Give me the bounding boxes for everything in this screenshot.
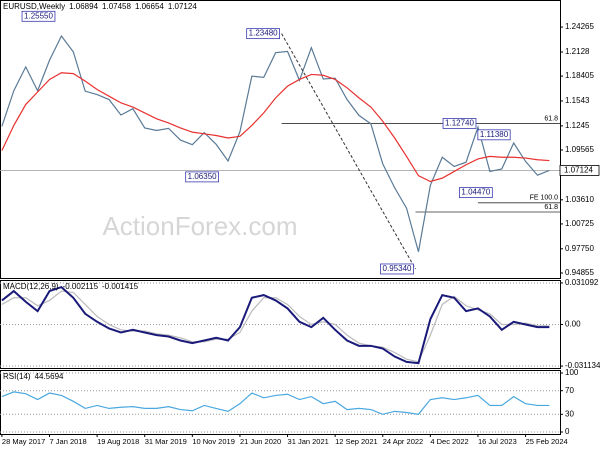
- watermark: ActionForex.com: [102, 211, 297, 241]
- series-line: [1, 72, 550, 183]
- pivot-box: [477, 129, 511, 141]
- x-tick-label: 25 Feb 2024: [526, 437, 568, 446]
- pivot-box: [459, 187, 493, 199]
- y-tick-label: 0.031092: [565, 278, 599, 287]
- y-tick-label: 70: [565, 386, 574, 395]
- pivot-box: [380, 263, 414, 275]
- pivot-box: [185, 171, 219, 183]
- x-tick-label: 4 Dec 2022: [430, 437, 468, 446]
- y-tick-label: 1.2128: [565, 47, 590, 56]
- y-tick-label: 1.18405: [565, 71, 594, 80]
- pivot-box: [442, 118, 477, 129]
- pivot-box: [246, 28, 280, 40]
- series-line: [1, 290, 550, 363]
- panel-frame: [0, 370, 561, 435]
- panel-title: EURUSD,Weekly 1.06894 1.07458 1.06654 1.0712…: [3, 2, 197, 11]
- y-tick-label: 1.00725: [565, 219, 594, 228]
- pivot-label: 1.04470: [461, 188, 490, 197]
- pivot-box: [21, 10, 56, 22]
- level-label: 61.8: [544, 204, 558, 211]
- title-value: 1.07124: [168, 2, 197, 11]
- y-tick-label: 100: [565, 368, 579, 377]
- title-text: EURUSD,Weekly: [3, 2, 65, 11]
- y-tick-label: 1.09565: [565, 145, 594, 154]
- y-tick-label: 1.03610: [565, 195, 594, 204]
- x-tick-label: 10 Nov 2019: [192, 437, 235, 446]
- projection-line: [281, 33, 416, 270]
- x-tick-label: 7 Jan 2018: [50, 437, 87, 446]
- title-value: -0.002115: [63, 282, 99, 291]
- title-text: MACD(12,26,9): [3, 282, 59, 291]
- title-value: 1.07458: [102, 2, 131, 11]
- panel-frame: [0, 0, 561, 279]
- y-tick-label: 1.1543: [565, 96, 590, 105]
- x-tick-label: 12 Sep 2021: [335, 437, 378, 446]
- series-line: [1, 285, 550, 365]
- level-label: FE 100.0: [530, 195, 559, 202]
- y-tick-label: -0.031134: [565, 361, 600, 370]
- y-tick-label: 0.94855: [565, 268, 594, 277]
- last-price-box: [559, 165, 600, 176]
- panel-title: RSI(14) 44.5694: [3, 372, 64, 381]
- y-tick-label: 0: [565, 427, 570, 436]
- y-tick-label: 1.1245: [565, 121, 590, 130]
- title-text: RSI(14): [3, 372, 31, 381]
- pivot-label: 1.06350: [188, 172, 217, 181]
- level-label: 61.8: [544, 115, 558, 122]
- x-tick-label: 21 Jun 2020: [240, 437, 281, 446]
- pivot-label: 1.12740: [445, 119, 474, 128]
- x-tick-label: 31 Mar 2019: [145, 437, 187, 446]
- y-tick-label: 0.00: [565, 320, 581, 329]
- pivot-label: 1.25550: [24, 11, 53, 20]
- pivot-label: 0.95340: [383, 264, 412, 273]
- x-tick-label: 28 May 2017: [2, 437, 45, 446]
- y-tick-label: 30: [565, 409, 574, 418]
- title-value: 1.06654: [135, 2, 164, 11]
- last-price-label: 1.07124: [564, 166, 593, 175]
- pivot-label: 1.23480: [249, 29, 278, 38]
- x-tick-label: 16 Jul 2023: [478, 437, 517, 446]
- x-tick-label: 24 Apr 2022: [383, 437, 423, 446]
- y-tick-label: 1.24265: [565, 22, 594, 31]
- title-value: 44.5694: [35, 372, 64, 381]
- x-tick-label: 19 Aug 2018: [97, 437, 139, 446]
- title-value: -0.001415: [102, 282, 139, 291]
- x-tick-label: 31 Jan 2021: [288, 437, 329, 446]
- title-value: 1.06894: [69, 2, 98, 11]
- y-tick-label: 0.97750: [565, 244, 594, 253]
- series-line: [1, 34, 550, 252]
- series-line: [1, 391, 550, 415]
- panel-title: MACD(12,26,9) -0.002115 -0.001415: [3, 282, 139, 291]
- pivot-label: 1.11380: [480, 130, 509, 139]
